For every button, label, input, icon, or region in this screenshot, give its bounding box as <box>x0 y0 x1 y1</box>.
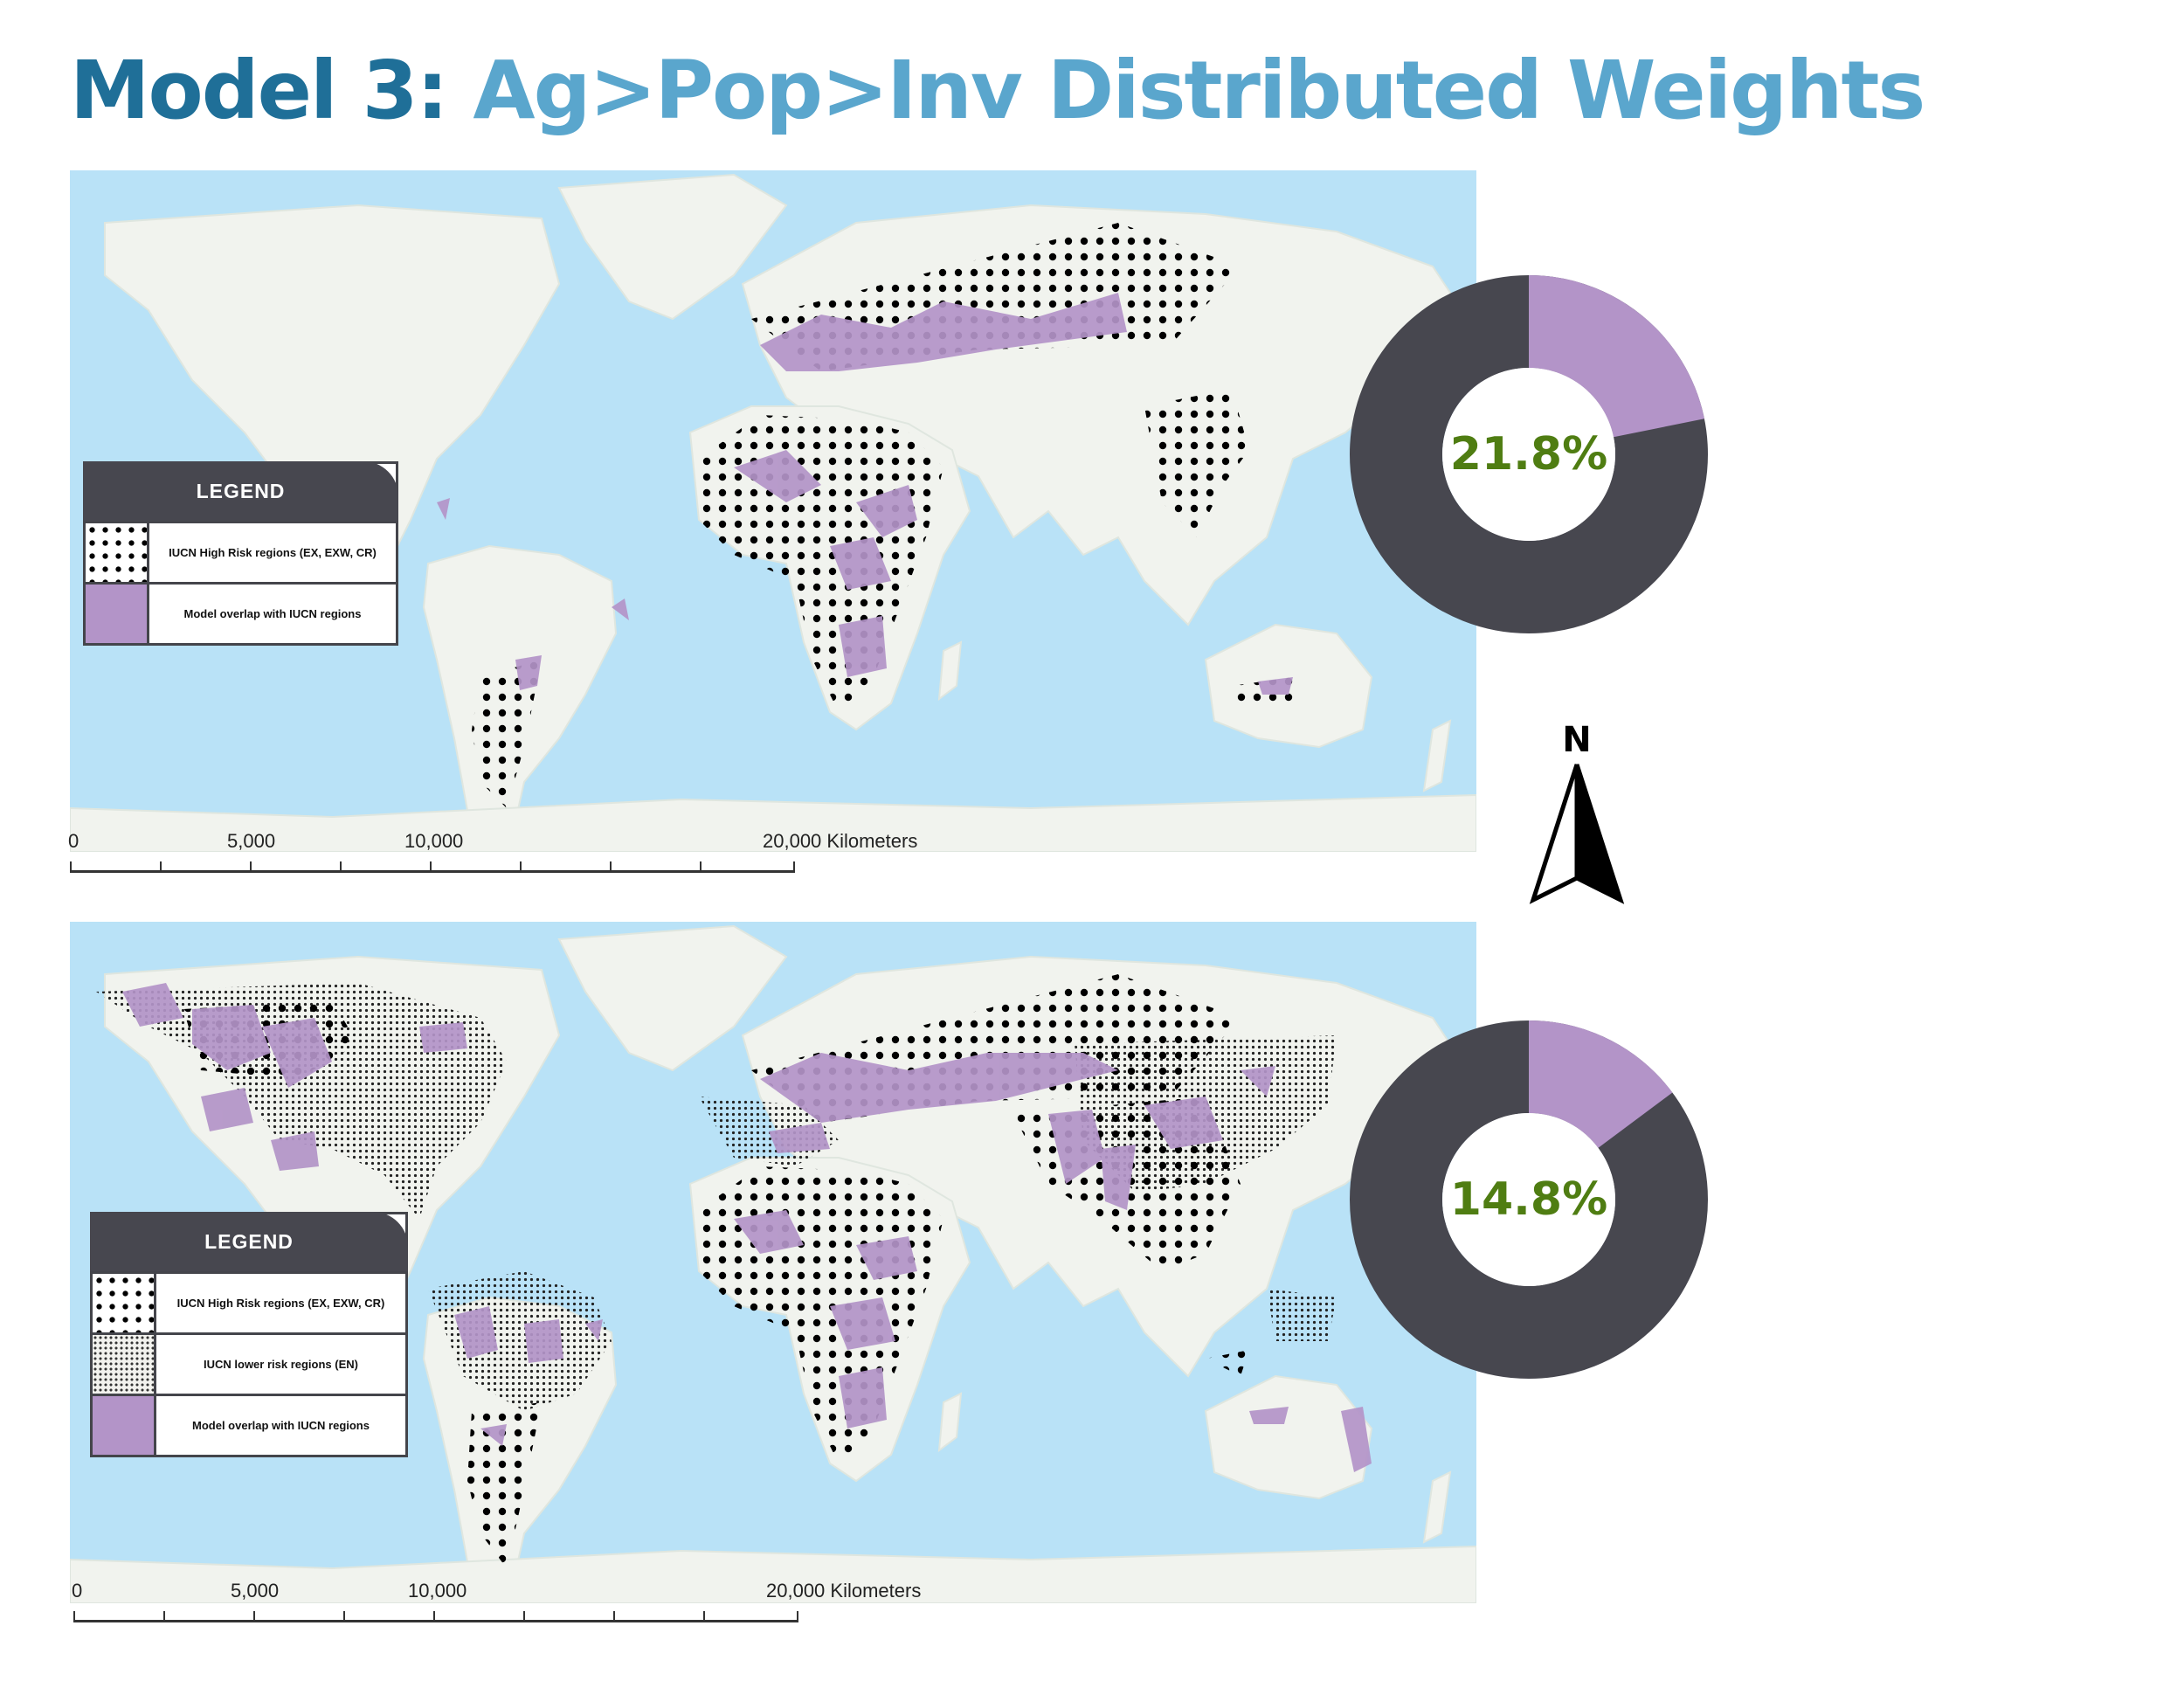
legend-bottom: LEGEND IUCN High Risk regions (EX, EXW, … <box>90 1212 408 1457</box>
greenland <box>557 173 788 321</box>
scale-label: 0 <box>72 1580 83 1602</box>
legend-label: Model overlap with IUCN regions <box>183 607 362 620</box>
scale-label: 5,000 <box>231 1580 280 1602</box>
north-arrow: N <box>1524 716 1629 904</box>
page-title: Model 3: Ag>Pop>Inv Distributed Weights <box>70 51 1925 131</box>
donut-overlap-slice <box>1350 1020 1708 1379</box>
donut-hole <box>1442 368 1615 541</box>
overlap-swatch <box>86 585 149 643</box>
legend-row: IUCN High Risk regions (EX, EXW, CR) <box>86 521 396 582</box>
scale-label: 20,000 Kilometers <box>763 830 918 852</box>
scale-label: 20,000 Kilometers <box>766 1580 922 1602</box>
title-main: Ag>Pop>Inv Distributed Weights <box>473 44 1925 137</box>
legend-row: Model overlap with IUCN regions <box>86 582 396 643</box>
donut-chart-top: 21.8% <box>1345 271 1712 638</box>
world-map-top <box>70 170 1476 852</box>
north-arrow-left <box>1529 764 1579 904</box>
legend-label: Model overlap with IUCN regions <box>192 1419 370 1432</box>
legend-label: IUCN lower risk regions (EN) <box>204 1358 358 1371</box>
scale-label: 5,000 <box>227 830 276 852</box>
high-risk-swatch <box>86 523 149 582</box>
scale-bar-top: 0 5,000 10,000 20,000 Kilometers <box>68 830 917 891</box>
lower-risk-swatch <box>93 1335 156 1394</box>
map-top-canvas <box>70 170 1476 852</box>
madagascar <box>937 640 963 702</box>
title-prefix: Model 3: <box>70 44 448 137</box>
model-overlap-areas <box>437 293 1293 695</box>
legend-row: Model overlap with IUCN regions <box>93 1394 405 1455</box>
scale-bar-bottom: 0 5,000 10,000 20,000 Kilometers <box>72 1580 921 1641</box>
high-risk-swatch <box>93 1274 156 1332</box>
north-arrow-label: N <box>1562 720 1591 760</box>
legend-top: LEGEND IUCN High Risk regions (EX, EXW, … <box>83 461 398 646</box>
legend-row: IUCN High Risk regions (EX, EXW, CR) <box>93 1271 405 1332</box>
legend-label: IUCN High Risk regions (EX, EXW, CR) <box>176 1297 385 1310</box>
donut-hole <box>1442 1113 1615 1286</box>
donut-chart-bottom: 14.8% <box>1345 1016 1712 1383</box>
legend-heading: LEGEND <box>83 461 398 521</box>
legend-heading: LEGEND <box>90 1212 408 1271</box>
antarctica <box>70 793 1476 852</box>
percent-label: 21.8% <box>1449 428 1608 481</box>
map-bottom-canvas <box>70 922 1476 1603</box>
legend-label: IUCN High Risk regions (EX, EXW, CR) <box>169 546 377 559</box>
percent-label: 14.8% <box>1449 1173 1608 1226</box>
model-overlap-areas <box>122 983 1372 1472</box>
donut-overlap-slice <box>1350 275 1708 633</box>
north-arrow-right <box>1574 764 1625 904</box>
legend-row: IUCN lower risk regions (EN) <box>93 1332 405 1394</box>
overlap-swatch <box>93 1396 156 1455</box>
scale-label: 0 <box>68 830 79 852</box>
new-zealand <box>1422 719 1452 792</box>
scale-label: 10,000 <box>408 1580 467 1602</box>
scale-label: 10,000 <box>404 830 464 852</box>
